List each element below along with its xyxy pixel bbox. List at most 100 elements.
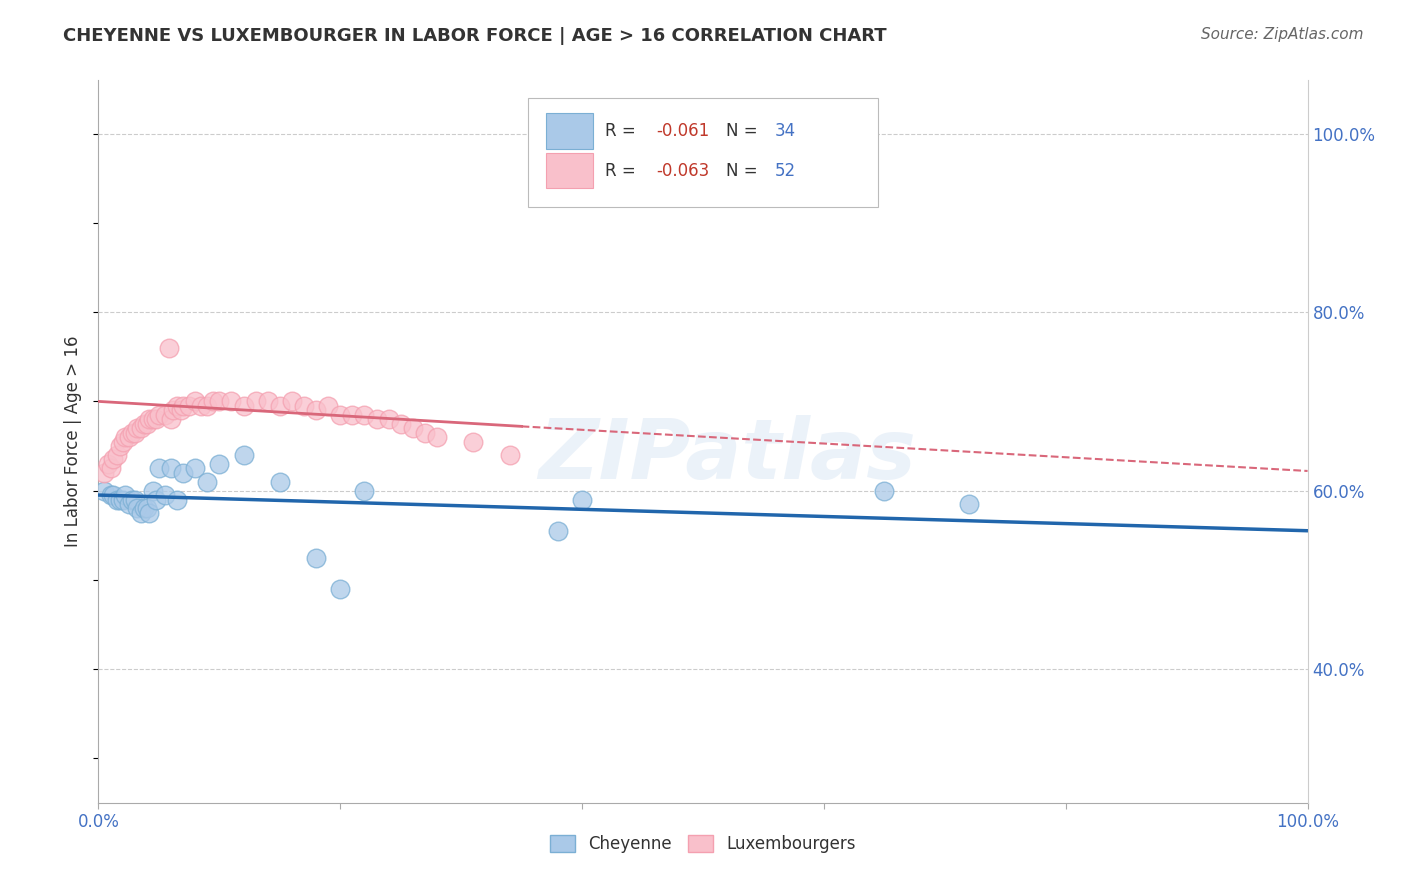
Point (195, 399, 218, 413)
Text: -0.061: -0.061 (655, 122, 709, 140)
Point (153, 488, 176, 502)
Point (166, 399, 188, 413)
Point (121, 425, 143, 440)
FancyBboxPatch shape (546, 153, 593, 188)
Point (93, 483, 115, 498)
Point (957, 497, 980, 511)
Text: N =: N = (725, 122, 763, 140)
Point (166, 492, 188, 507)
Point (547, 524, 569, 538)
Point (162, 403, 184, 417)
Point (145, 492, 167, 507)
Point (138, 506, 160, 520)
FancyBboxPatch shape (527, 98, 879, 207)
Point (305, 403, 328, 417)
Point (105, 492, 128, 507)
Point (366, 412, 388, 426)
Point (148, 461, 170, 475)
Point (138, 412, 160, 426)
Point (100, 488, 122, 502)
FancyBboxPatch shape (546, 113, 593, 149)
Point (184, 394, 207, 409)
Point (153, 408, 176, 422)
Point (121, 492, 143, 507)
Text: 34: 34 (775, 122, 796, 140)
Text: R =: R = (605, 161, 641, 179)
Point (160, 412, 183, 426)
Point (179, 399, 201, 413)
Point (134, 417, 156, 431)
Point (135, 501, 157, 516)
Point (245, 394, 267, 409)
Point (269, 399, 291, 413)
Point (292, 399, 315, 413)
Point (108, 439, 131, 453)
Point (93, 466, 115, 480)
Point (426, 430, 449, 444)
Point (157, 341, 180, 355)
Point (256, 394, 278, 409)
Point (118, 430, 141, 444)
Point (169, 403, 191, 417)
Point (172, 399, 194, 413)
Point (342, 408, 364, 422)
Point (172, 466, 194, 480)
Point (232, 399, 254, 413)
Point (97, 457, 120, 471)
Point (129, 506, 152, 520)
Point (402, 421, 425, 435)
Point (329, 582, 352, 596)
Point (571, 492, 593, 507)
Y-axis label: In Labor Force | Age > 16: In Labor Force | Age > 16 (65, 335, 83, 548)
Point (129, 421, 152, 435)
Text: N =: N = (725, 161, 763, 179)
Text: ZIPatlas: ZIPatlas (538, 416, 917, 497)
Point (221, 394, 243, 409)
Point (100, 461, 122, 475)
Point (101, 452, 124, 467)
Point (329, 408, 352, 422)
Point (208, 457, 231, 471)
Point (202, 394, 225, 409)
Point (413, 425, 436, 440)
Point (111, 434, 134, 449)
Point (305, 550, 328, 565)
Point (114, 488, 136, 502)
Point (124, 492, 146, 507)
Point (353, 408, 375, 422)
Point (134, 501, 156, 516)
Point (389, 417, 412, 431)
Text: -0.063: -0.063 (655, 161, 709, 179)
Point (148, 408, 170, 422)
Point (190, 399, 212, 413)
Point (232, 448, 254, 462)
Point (208, 394, 231, 409)
Text: 52: 52 (775, 161, 796, 179)
Point (114, 430, 136, 444)
Legend: Cheyenne, Luxembourgers: Cheyenne, Luxembourgers (543, 828, 863, 860)
Point (184, 461, 207, 475)
Point (108, 492, 131, 507)
Point (118, 497, 141, 511)
Point (142, 412, 165, 426)
Text: Source: ZipAtlas.com: Source: ZipAtlas.com (1201, 27, 1364, 42)
Point (111, 492, 134, 507)
Point (124, 425, 146, 440)
Text: R =: R = (605, 122, 641, 140)
Point (498, 448, 520, 462)
Point (101, 488, 124, 502)
Point (195, 475, 218, 489)
Point (353, 483, 375, 498)
Point (127, 421, 149, 435)
Point (142, 483, 165, 498)
Point (105, 448, 128, 462)
Point (316, 399, 339, 413)
Point (160, 461, 183, 475)
Point (463, 434, 485, 449)
Point (127, 501, 149, 516)
Point (135, 417, 157, 431)
Point (873, 483, 896, 498)
Text: CHEYENNE VS LUXEMBOURGER IN LABOR FORCE | AGE > 16 CORRELATION CHART: CHEYENNE VS LUXEMBOURGER IN LABOR FORCE … (63, 27, 887, 45)
Point (377, 412, 399, 426)
Point (281, 394, 304, 409)
